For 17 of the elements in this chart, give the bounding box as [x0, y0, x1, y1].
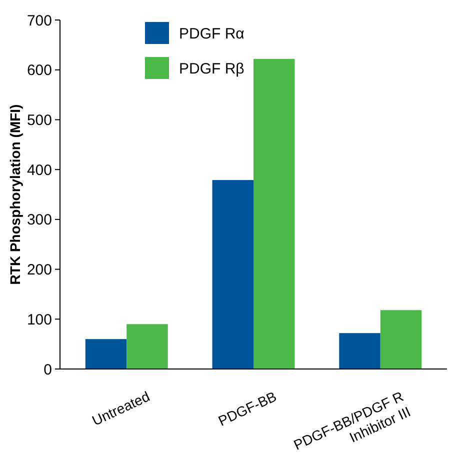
y-tick-label: 400	[26, 162, 52, 179]
y-tick-label: 100	[26, 311, 52, 328]
y-tick-label: 300	[26, 212, 52, 229]
legend-label: PDGF Rβ	[179, 60, 245, 78]
bar	[380, 310, 422, 369]
legend-label: PDGF Rα	[179, 25, 245, 42]
bar	[212, 180, 254, 369]
y-tick-label: 500	[26, 112, 52, 129]
bar	[126, 324, 168, 369]
bar	[85, 339, 127, 369]
y-tick-label: 200	[26, 262, 52, 279]
y-tick-label: 700	[26, 12, 52, 30]
y-tick-label: 0	[44, 361, 52, 378]
y-axis-title: RTK Phosphorylation (MFI)	[7, 104, 23, 285]
bar	[339, 333, 380, 369]
y-tick-label: 600	[26, 62, 52, 80]
bar	[254, 58, 295, 369]
